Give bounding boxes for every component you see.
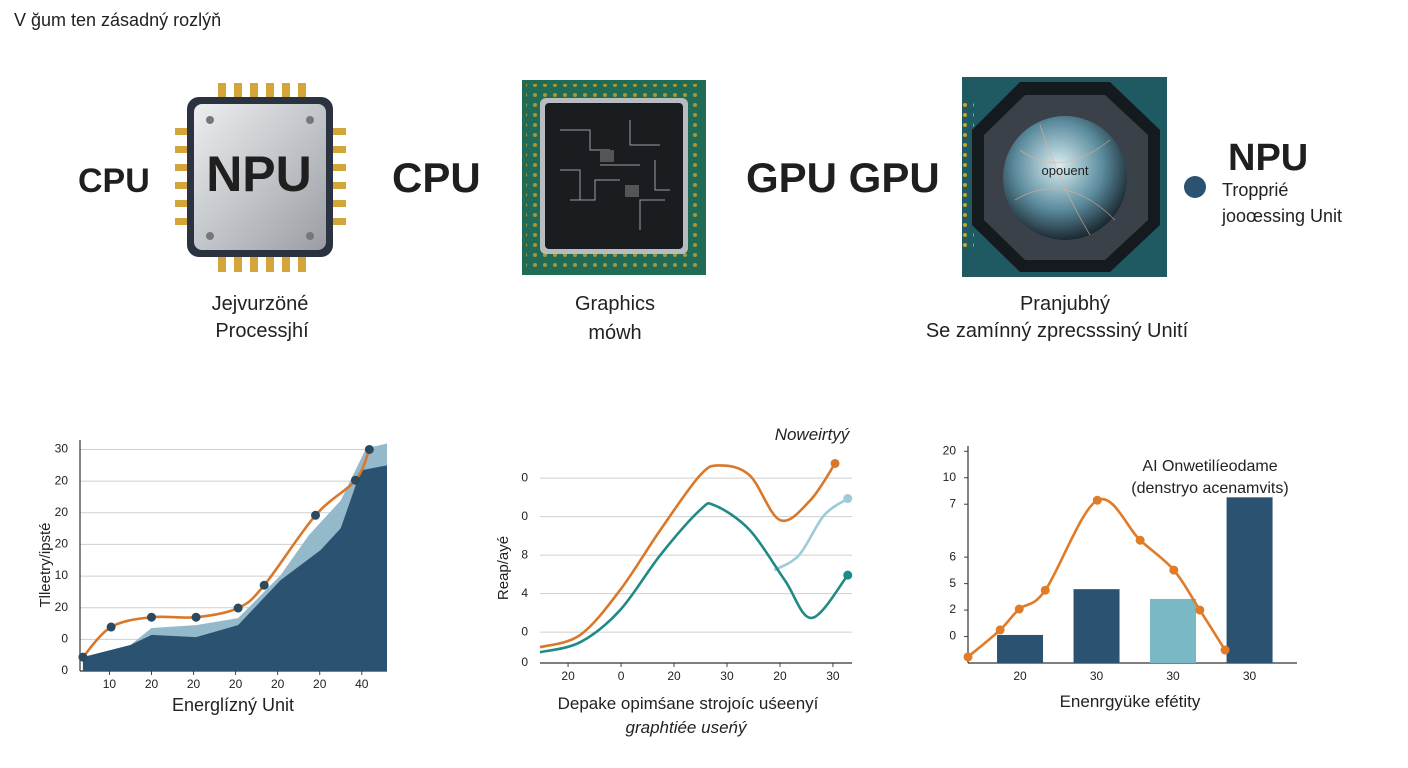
point: [106, 622, 116, 632]
y-tick-label: 10: [55, 568, 69, 582]
point: [1195, 605, 1205, 615]
x-tick-label: 30: [1243, 669, 1257, 683]
point: [1092, 495, 1102, 505]
y-tick-label: 0: [61, 632, 68, 646]
x-axis-title: Depake opimśane strojoíc uśeenyí: [558, 694, 819, 713]
point: [311, 510, 321, 520]
point: [1169, 565, 1179, 575]
x-tick-label: 30: [1090, 669, 1104, 683]
x-tick-label: 20: [773, 669, 787, 683]
point: [1135, 535, 1145, 545]
point: [1040, 585, 1050, 595]
point: [1014, 604, 1024, 614]
line: [773, 497, 849, 572]
area: [82, 465, 387, 671]
point: [843, 494, 853, 504]
x-tick-label: 30: [720, 669, 734, 683]
y-tick-label: 20: [55, 600, 69, 614]
point: [191, 612, 201, 622]
chip-sub-label: jooœssing Unit: [1221, 206, 1342, 226]
x-tick-label: 30: [826, 669, 840, 683]
line: [539, 501, 849, 654]
chip-caption: Se zamínný zprecsssiný Unití: [926, 320, 1189, 342]
x-tick-label: 20: [271, 677, 285, 691]
chip-caption: mówh: [588, 322, 641, 344]
chip-caption: Pranjubhý: [1020, 293, 1110, 315]
y-tick-label: 8: [521, 547, 528, 561]
point: [146, 612, 156, 622]
x-tick-label: 20: [187, 677, 201, 691]
point: [78, 652, 88, 662]
point: [843, 570, 853, 580]
chip-side-label: GPU GPU: [746, 154, 940, 201]
y-tick-label: 30: [55, 442, 69, 456]
bar: [1150, 598, 1197, 663]
point: [963, 652, 973, 662]
page-title: V ğum ten zásadný rozlýň: [14, 10, 221, 30]
x-tick-label: 20: [1013, 669, 1027, 683]
point: [350, 475, 360, 485]
y-tick-label: 20: [55, 537, 69, 551]
chart-title: (denstryo acenamvits): [1131, 480, 1288, 497]
x-tick-label: 20: [145, 677, 159, 691]
chart-title: Noweirtyý: [775, 425, 851, 444]
chip-caption: Jejvurzöné: [212, 293, 309, 315]
y-tick-label: 0: [521, 655, 528, 669]
point: [830, 458, 840, 468]
chip-side-label: CPU: [392, 154, 481, 201]
x-tick-label: 10: [103, 677, 117, 691]
y-tick-label: 5: [949, 576, 956, 590]
bar: [997, 634, 1044, 663]
y-tick-label: 20: [55, 473, 69, 487]
bar: [1226, 497, 1273, 663]
bar: [1073, 589, 1120, 663]
y-tick-label: 0: [521, 509, 528, 523]
x-axis-title: Energlízný Unit: [172, 695, 294, 715]
y-tick-label: 7: [949, 496, 956, 510]
x-tick-label: 0: [618, 669, 625, 683]
chart-title: AI Onwetilíeodame: [1142, 458, 1277, 475]
y-tick-label: 20: [943, 443, 957, 457]
point: [233, 603, 243, 613]
chip-side-label: NPU: [1228, 137, 1308, 179]
x-axis-title: Enenrgyüke efétity: [1060, 692, 1201, 711]
point: [1220, 645, 1230, 655]
y-tick-label: 20: [55, 505, 69, 519]
y-tick-label: 2: [949, 602, 956, 616]
chip-label: opouent: [1042, 163, 1089, 178]
x-tick-label: 30: [1166, 669, 1180, 683]
x-tick-label: 40: [355, 677, 369, 691]
x-tick-label: 20: [229, 677, 243, 691]
chip-side-label: CPU: [78, 162, 150, 200]
x-tick-label: 20: [561, 669, 575, 683]
y-tick-label: 0: [61, 663, 68, 677]
y-tick-label: 0: [521, 624, 528, 638]
y-tick-label: 10: [943, 470, 957, 484]
y-tick-label: 6: [949, 549, 956, 563]
point: [259, 580, 269, 590]
point: [995, 625, 1005, 635]
x-axis-title: graphtiée useńý: [626, 718, 748, 737]
x-tick-label: 20: [313, 677, 327, 691]
y-tick-label: 0: [949, 629, 956, 643]
chip-npu-orb: [962, 77, 1167, 277]
chip-sub-label: Tropprié: [1222, 180, 1288, 200]
y-axis-title: Tlleetry/ipsté: [37, 522, 54, 607]
x-tick-label: 20: [667, 669, 681, 683]
bullet: [1184, 176, 1206, 198]
chip-gpu: [522, 80, 706, 275]
chip-label: NPU: [206, 146, 312, 202]
y-tick-label: 4: [521, 586, 528, 600]
line: [539, 462, 837, 649]
y-tick-label: 0: [521, 470, 528, 484]
y-axis-title: Reap/ayé: [495, 536, 512, 600]
chip-caption: Graphics: [575, 293, 655, 315]
chip-caption: Processjhí: [215, 320, 309, 342]
chip-npu: [175, 83, 346, 272]
point: [364, 444, 374, 454]
